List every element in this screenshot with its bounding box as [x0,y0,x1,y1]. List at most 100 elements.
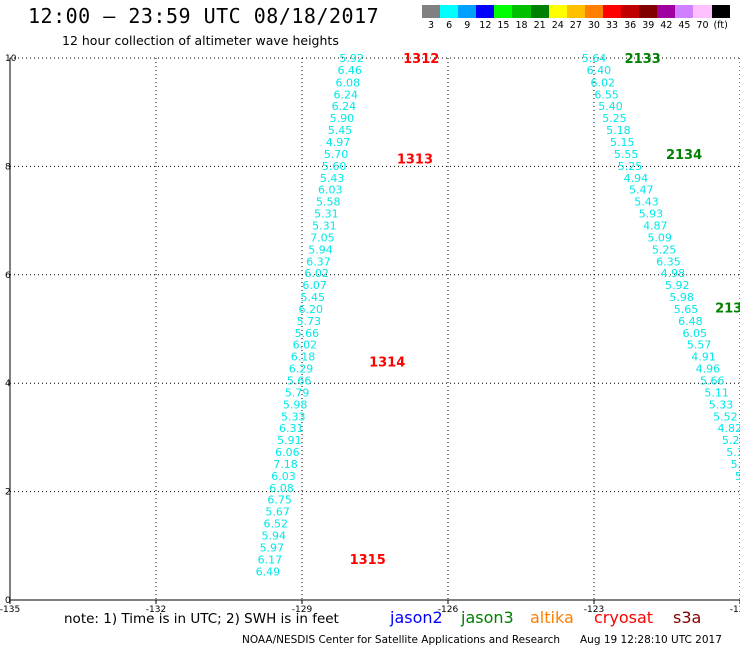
satellite-legend-s3a: s3a [673,608,702,627]
wave-height-value: 4.91 [691,351,716,364]
color-scale-label: 18 [515,20,528,31]
satellite-legend-jason2: jason2 [390,608,443,627]
wave-height-value: 6.07 [302,279,327,292]
wave-height-value: 6.55 [594,88,619,101]
color-swatch [476,5,495,18]
wave-height-value: 6.03 [318,184,343,197]
color-scale-label: 42 [660,20,673,31]
color-scale-label: 30 [587,20,600,31]
color-scale-label: 21 [533,20,546,31]
credit-text: NOAA/NESDIS Center for Satellite Applica… [242,634,560,646]
wave-height-value: 5.67 [265,506,290,519]
wave-height-value: 6.31 [279,422,304,435]
wave-height-value: 5.25 [618,160,643,173]
wave-height-value: 6.48 [678,315,703,328]
color-scale-label: 27 [569,20,582,31]
color-scale-legend: 3 6 9 12 15 18 21 24 27 30 33 36 39 42 45 70 (ft) [422,5,732,35]
wave-height-value: 6.37 [306,255,331,268]
color-swatch [440,5,459,18]
color-swatch [657,5,676,18]
wave-height-value: 5.33 [281,410,306,423]
x-tick-label: -126 [438,605,459,615]
wave-height-value: 6.17 [258,553,283,566]
pass-time-label: 1315 [350,553,386,568]
generated-timestamp: Aug 19 12:28:10 UTC 2017 [580,634,722,646]
color-swatch [422,5,441,18]
wave-height-value: 6.03 [271,470,296,483]
wave-height-value: 5.55 [614,148,639,161]
color-scale-label: 45 [678,20,691,31]
wave-height-value: 6.20 [299,303,324,316]
wave-height-value: 5.45 [328,124,353,137]
y-tick-label: 8 [5,162,11,172]
wave-height-value: 6.75 [267,494,292,507]
wave-height-value: 5.94 [308,243,333,256]
wave-height-value: 5.94 [262,530,287,543]
wave-height-value: 5.97 [260,541,285,554]
wave-height-value: 6.24 [332,100,357,113]
color-swatch [711,5,730,18]
wave-height-value: 5.11 [735,470,740,483]
wave-height-value: 5.90 [330,112,355,125]
page-title: 12:00 – 23:59 UTC 08/18/2017 [28,4,380,28]
wave-height-value: 4.98 [661,267,686,280]
wave-height-value: 5.33 [709,398,734,411]
wave-height-value: 6.05 [682,327,707,340]
y-tick-label: 2 [5,488,11,498]
wave-height-value: 6.02 [304,267,329,280]
wave-height-value: 4.82 [718,422,740,435]
wave-height-value: 4.94 [624,172,649,185]
wave-height-labels: 5.646.406.026.555.405.255.185.155.555.25… [256,52,740,578]
satellite-legend-altika: altika [530,608,574,627]
wave-height-value: 5.66 [287,374,312,387]
wave-height-value: 5.43 [320,172,345,185]
wave-height-value: 5.64 [582,52,607,65]
wave-height-value: 7.05 [310,231,335,244]
color-swatch [512,5,531,18]
wave-height-value: 5.60 [322,160,347,173]
wave-height-value: 6.08 [335,76,360,89]
footer-note: note: 1) Time is in UTC; 2) SWH is in fe… [64,611,339,627]
x-tick-labels: -135 -132 -129 -126 -123 -120 [0,605,740,615]
y-tick-label: 0 [5,596,11,606]
axes [9,58,740,604]
wave-height-value: 5.65 [674,303,699,316]
color-swatch [566,5,585,18]
color-swatch [530,5,549,18]
color-swatch [621,5,640,18]
wave-height-value: 5.11 [704,386,729,399]
pass-time-label: 1314 [369,356,405,371]
wave-height-value: 6.02 [293,339,318,352]
wave-height-value: 5.91 [277,434,302,447]
color-swatch [693,5,712,18]
wave-height-value: 5.98 [669,291,694,304]
wave-height-value: 5.57 [687,339,712,352]
color-scale-label: 33 [606,20,619,31]
y-tick-labels: 0 2 4 6 8 10 [5,54,17,606]
wave-height-value: 6.24 [334,88,359,101]
wave-height-value: 5.10 [731,458,740,471]
wave-height-value: 6.02 [591,76,616,89]
wave-height-value: 4.97 [326,136,351,149]
color-scale-label: 12 [479,20,492,31]
x-tick-label: -132 [146,605,166,615]
wave-height-value: 5.47 [629,184,654,197]
x-tick-label: -129 [292,605,313,615]
satellite-legend-jason3: jason3 [461,608,514,627]
wave-height-value: 6.49 [256,565,281,578]
color-swatch [548,5,567,18]
pass-time-label: 2135 [715,301,740,316]
wave-height-value: 5.98 [283,398,308,411]
x-tick-label: -135 [0,605,20,615]
y-tick-label: 4 [5,379,11,389]
wave-height-value: 5.40 [598,100,623,113]
page-subtitle: 12 hour collection of altimeter wave hei… [62,33,339,48]
wave-height-value: 5.92 [665,279,690,292]
wave-height-value: 5.73 [297,315,322,328]
wave-height-value: 5.31 [312,219,337,232]
wave-height-value: 6.35 [656,255,681,268]
wave-height-value: 5.18 [606,124,631,137]
color-swatch [458,5,477,18]
